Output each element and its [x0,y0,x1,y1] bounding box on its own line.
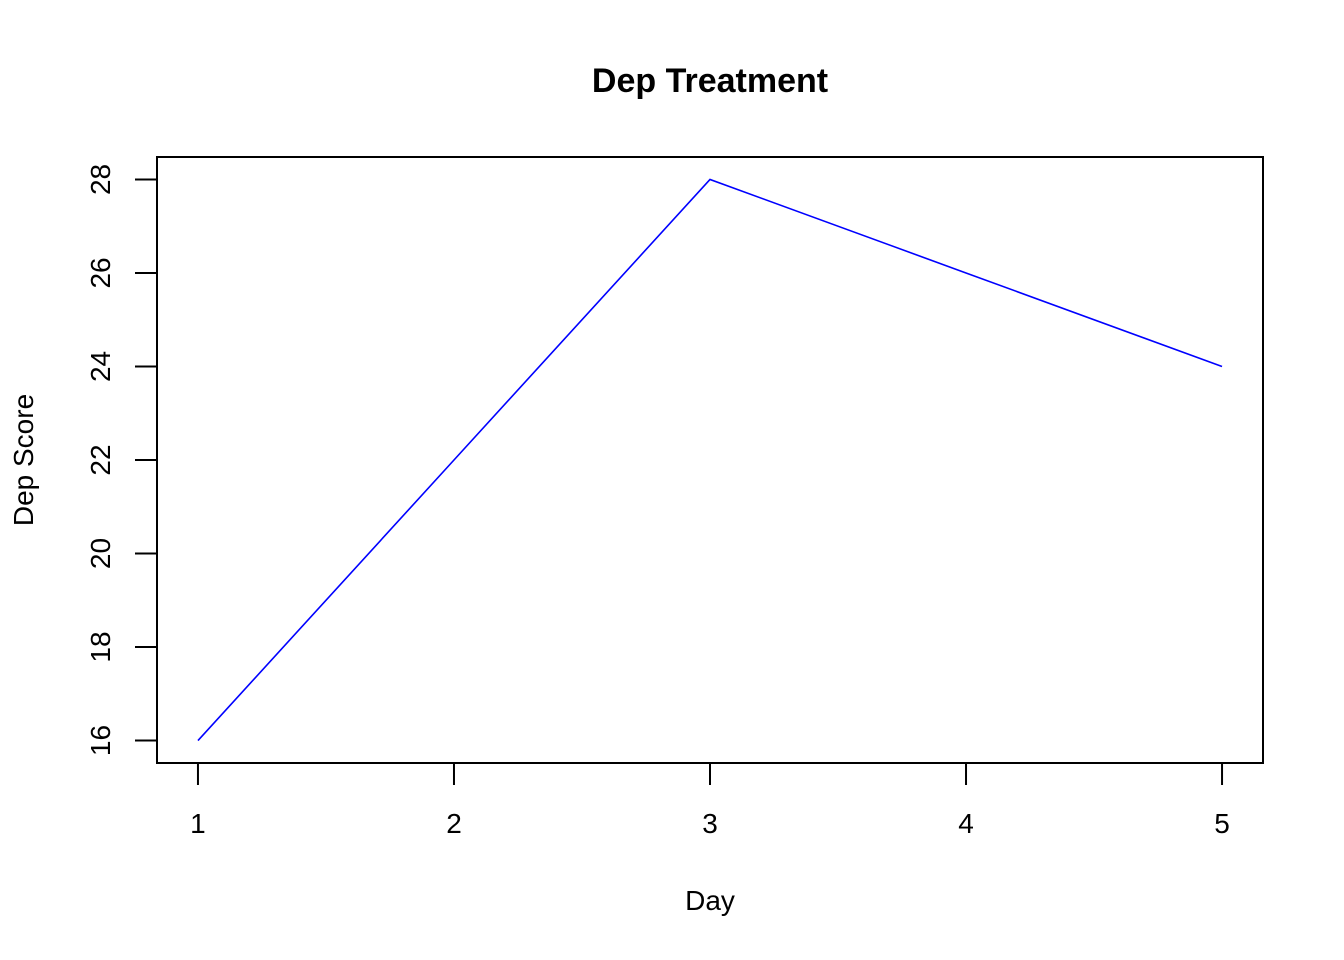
y-axis-label: Dep Score [8,394,39,526]
y-tick-label: 28 [85,164,116,195]
y-tick-label: 26 [85,257,116,288]
series-layer [197,178,1223,742]
y-tick-label: 18 [85,631,116,662]
x-tick-label: 5 [1214,808,1230,839]
plot-frame [156,156,1264,764]
y-axis: 16 18 20 22 24 26 28 [85,164,158,756]
chart-title: Dep Treatment [592,62,828,100]
y-tick-label: 16 [85,725,116,756]
x-tick-label: 4 [958,808,974,839]
series-line-0 [197,178,1223,742]
x-tick-label: 1 [190,808,206,839]
y-tick-label: 22 [85,444,116,475]
x-axis-label: Day [685,885,735,916]
x-tick-label: 3 [702,808,718,839]
x-tick-label: 2 [446,808,462,839]
y-tick-label: 24 [85,351,116,382]
y-tick-label: 20 [85,538,116,569]
x-axis: 1 2 3 4 5 [190,762,1230,839]
